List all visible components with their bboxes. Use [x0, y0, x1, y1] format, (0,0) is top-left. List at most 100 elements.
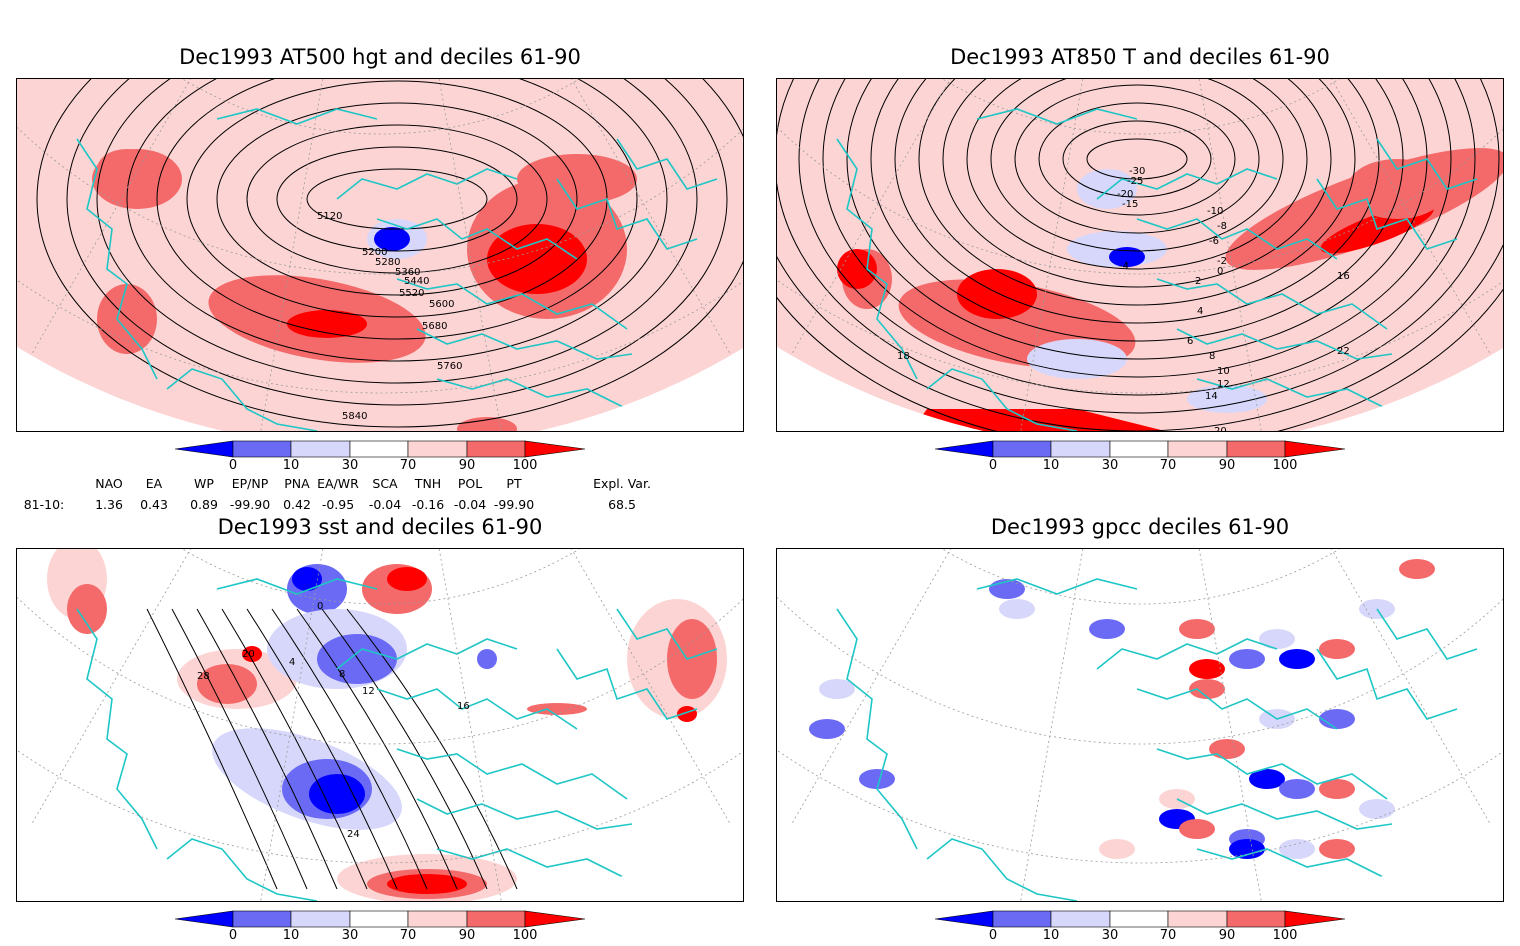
- contour-label: 5280: [375, 257, 400, 268]
- decile-shading: [317, 634, 397, 684]
- colorbar-arrow-low: [174, 910, 234, 928]
- coastline: [556, 648, 698, 720]
- contour-line: [894, 79, 1380, 324]
- index-row-label: 81-10:: [23, 497, 65, 512]
- coastline: [76, 608, 158, 850]
- colorbar-svg: [934, 440, 1346, 458]
- decile-shading: [1359, 799, 1395, 819]
- contour-line: [306, 168, 488, 230]
- decile-shading: [819, 679, 855, 699]
- colorbar-arrow-low: [934, 440, 994, 458]
- contour-line: [216, 102, 578, 296]
- colorbar-tick-label: 90: [1218, 928, 1236, 943]
- graticule-longitude: [1140, 549, 1503, 887]
- index-value: 1.36: [95, 497, 123, 512]
- contour-line: [66, 79, 728, 406]
- index-header: Expl. Var.: [593, 476, 651, 491]
- contour-line: [246, 124, 548, 274]
- colorbar-segment: [466, 440, 526, 458]
- contour-label: 28: [197, 671, 210, 682]
- index-value: 68.5: [608, 497, 636, 512]
- coastline: [336, 168, 518, 200]
- coastline: [1156, 278, 1388, 330]
- colorbar-segment: [232, 440, 292, 458]
- contour-line: [942, 79, 1332, 288]
- decile-shading: [1259, 629, 1295, 649]
- decile-shading: [1319, 709, 1355, 729]
- colorbar-segment: [1167, 910, 1228, 928]
- graticule-longitude: [1140, 79, 1503, 417]
- contour-label: 8: [339, 669, 345, 680]
- contour-line: [1038, 102, 1236, 216]
- colorbar-svg: [174, 440, 586, 458]
- coastline: [1156, 748, 1388, 800]
- index-value: -99.90: [493, 497, 535, 512]
- contour-label: 5520: [399, 288, 424, 299]
- colorbar-segment: [232, 910, 292, 928]
- index-header: PNA: [284, 476, 310, 491]
- colorbar-arrow-low: [174, 440, 234, 458]
- decile-shading: [667, 619, 717, 699]
- contour-label: 12: [362, 686, 375, 697]
- map-disc: [777, 549, 1503, 901]
- colorbar-arrow-high: [524, 440, 586, 458]
- decile-shading: [1279, 779, 1315, 799]
- contour-line: [96, 79, 698, 384]
- contour-line: [1086, 138, 1188, 180]
- coastline: [216, 108, 378, 125]
- colorbar-tick-label: 0: [988, 928, 998, 943]
- colorbar-tick-label: 90: [1218, 458, 1236, 473]
- coastline: [976, 108, 1138, 125]
- graticule-longitude: [17, 549, 382, 887]
- index-value: 0.89: [190, 497, 218, 512]
- coastline: [1176, 798, 1393, 830]
- decile-shading: [387, 874, 467, 894]
- coastline: [416, 798, 633, 830]
- contour-label: 10: [1217, 366, 1230, 377]
- contour-line: [822, 79, 1452, 378]
- coastline: [616, 138, 718, 190]
- decile-shading: [859, 769, 895, 789]
- contour-label: 8: [1209, 351, 1215, 362]
- contour-line: [271, 608, 428, 890]
- contour-line: [798, 79, 1476, 396]
- colorbar-segment: [290, 910, 351, 928]
- graticule-latitude: [777, 549, 1503, 864]
- colorbar: 0 10 30 70 90 100: [934, 440, 1346, 476]
- index-value: -99.90: [229, 497, 271, 512]
- contour-label: 5760: [437, 361, 462, 372]
- colorbar-segment: [992, 440, 1052, 458]
- contour-label: -6: [1209, 236, 1219, 247]
- colorbar-tick-label: 10: [282, 928, 300, 943]
- contour-label: 5440: [404, 276, 429, 287]
- colorbar-segment: [1109, 910, 1169, 928]
- graticule-longitude: [1006, 79, 1142, 431]
- graticule-longitude: [380, 79, 743, 417]
- decile-shading: [1187, 385, 1267, 413]
- decile-shading: [1319, 779, 1355, 799]
- map-sst: 0 4 8 12 16 20 24 28: [16, 548, 744, 902]
- colorbar-segment: [1109, 440, 1169, 458]
- colorbar-segment: [1167, 440, 1228, 458]
- decile-shading: [477, 649, 497, 669]
- contour-label: 4: [1197, 306, 1203, 317]
- colorbar: 0 10 30 70 90 100: [174, 910, 586, 946]
- map-hgt500: 5120 5200 5280 5360 5440 5520 5600 5680 5760 5840: [16, 78, 744, 432]
- decile-shading: [1279, 649, 1315, 669]
- coastline: [396, 748, 628, 800]
- colorbar-arrow-low: [934, 910, 994, 928]
- contour-line: [966, 79, 1308, 270]
- index-header: NAO: [95, 476, 123, 491]
- contour-label: 0: [317, 601, 323, 612]
- decile-shading: [457, 417, 517, 431]
- contour-label: 0: [1217, 266, 1223, 277]
- coastline: [1096, 168, 1278, 200]
- decile-shading: [1089, 619, 1125, 639]
- colorbar-arrow-high: [524, 910, 586, 928]
- colorbar-tick-label: 30: [1101, 928, 1119, 943]
- contour-label: -15: [1122, 199, 1138, 210]
- coastline: [1376, 138, 1478, 190]
- coastline: [396, 278, 628, 330]
- decile-shading: [1279, 839, 1315, 859]
- colorbar-svg: [934, 910, 1346, 928]
